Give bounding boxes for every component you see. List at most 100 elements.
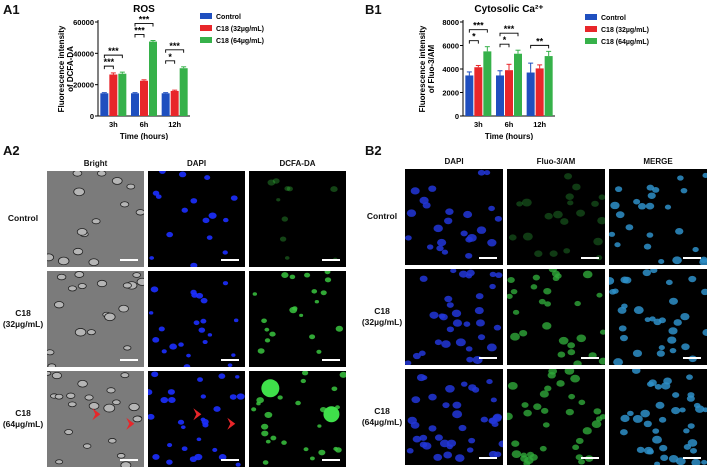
cell [56,273,67,281]
cell [111,177,123,185]
legend-swatch [200,13,212,19]
row-label-line: (64µg/mL) [2,419,44,429]
micrograph-image [507,369,605,465]
significance-bracket [103,54,123,59]
cell [433,224,443,233]
cell [295,400,301,406]
cell [494,215,502,222]
cell [269,331,276,337]
cell [86,329,96,336]
micrograph-image [249,271,346,367]
cell [681,343,690,351]
cell [576,209,585,217]
micrograph-image [507,169,605,265]
cell [498,440,503,448]
cell [702,329,707,337]
cell [618,325,627,332]
micrograph-panel [507,169,605,265]
significance-label: * [472,32,476,42]
micrograph-background [507,169,605,265]
cell [617,306,627,314]
cell [152,453,160,460]
cell [281,216,289,222]
cell [73,187,85,197]
bar [526,72,535,116]
cell [679,407,686,413]
cell [599,414,605,420]
cell [443,451,453,459]
cell [54,393,64,400]
cell [544,385,552,392]
scale-bar [581,257,599,259]
cell [445,384,455,393]
cell [510,332,520,341]
cell [599,329,605,335]
micrograph-background [405,169,503,265]
significance-bracket [103,65,114,70]
cell [455,454,465,462]
column-header: Fluo-3/AM [536,157,576,166]
cell [567,200,574,206]
cell [627,410,634,417]
cell [633,198,641,205]
cell [434,339,442,346]
micrograph-image [405,169,503,265]
cell [264,338,271,343]
cell [407,416,417,425]
cell [675,227,684,235]
cell [149,256,155,260]
cell [235,462,241,467]
legend-label: C18 (32µg/mL) [216,26,264,33]
cell [151,371,159,378]
red-arrowhead [126,417,135,430]
cell [67,285,77,292]
cell [524,456,534,465]
micrograph-image [405,369,503,465]
cell [136,277,144,286]
scale-bar [221,259,239,261]
cell [512,309,520,315]
cell [437,238,447,247]
cell [632,349,643,358]
x-tick-label: 3h [474,120,483,129]
cell [507,412,513,421]
cell [76,228,88,236]
cell [686,395,695,402]
cell [609,231,616,237]
panel-label-a2: A2 [3,143,20,158]
cell [490,397,497,403]
cell [533,403,542,410]
cell [598,357,605,365]
significance-label: *** [139,14,150,24]
cell [299,313,304,317]
cell [582,270,593,279]
cell [687,439,698,447]
micrograph-image [148,271,245,367]
row-label-line: (64µg/mL) [361,417,403,427]
cell [198,327,206,333]
significance-bracket [165,49,185,53]
cell [557,351,566,358]
scale-bar [479,257,497,259]
legend-label: Control [216,14,241,21]
x-tick-label: 12h [533,120,546,129]
cell [108,438,117,444]
cell [194,453,203,461]
micrograph-panel [148,271,245,367]
cell [169,343,177,350]
cell [567,349,576,356]
cell [582,427,592,435]
cell [200,297,208,304]
micrograph-panel [405,169,503,265]
y-axis-label: Fluorescence intensityof DCFA-DA [57,25,75,112]
cell [633,306,644,315]
y-tick-label: 20000 [73,81,94,90]
cell [181,446,188,452]
bar [149,41,157,117]
cell [597,216,605,225]
cell [439,439,450,448]
row-label-line: (32µg/mL) [361,317,403,327]
micrograph-background [507,369,605,465]
cell [88,402,100,410]
cell [292,306,298,311]
